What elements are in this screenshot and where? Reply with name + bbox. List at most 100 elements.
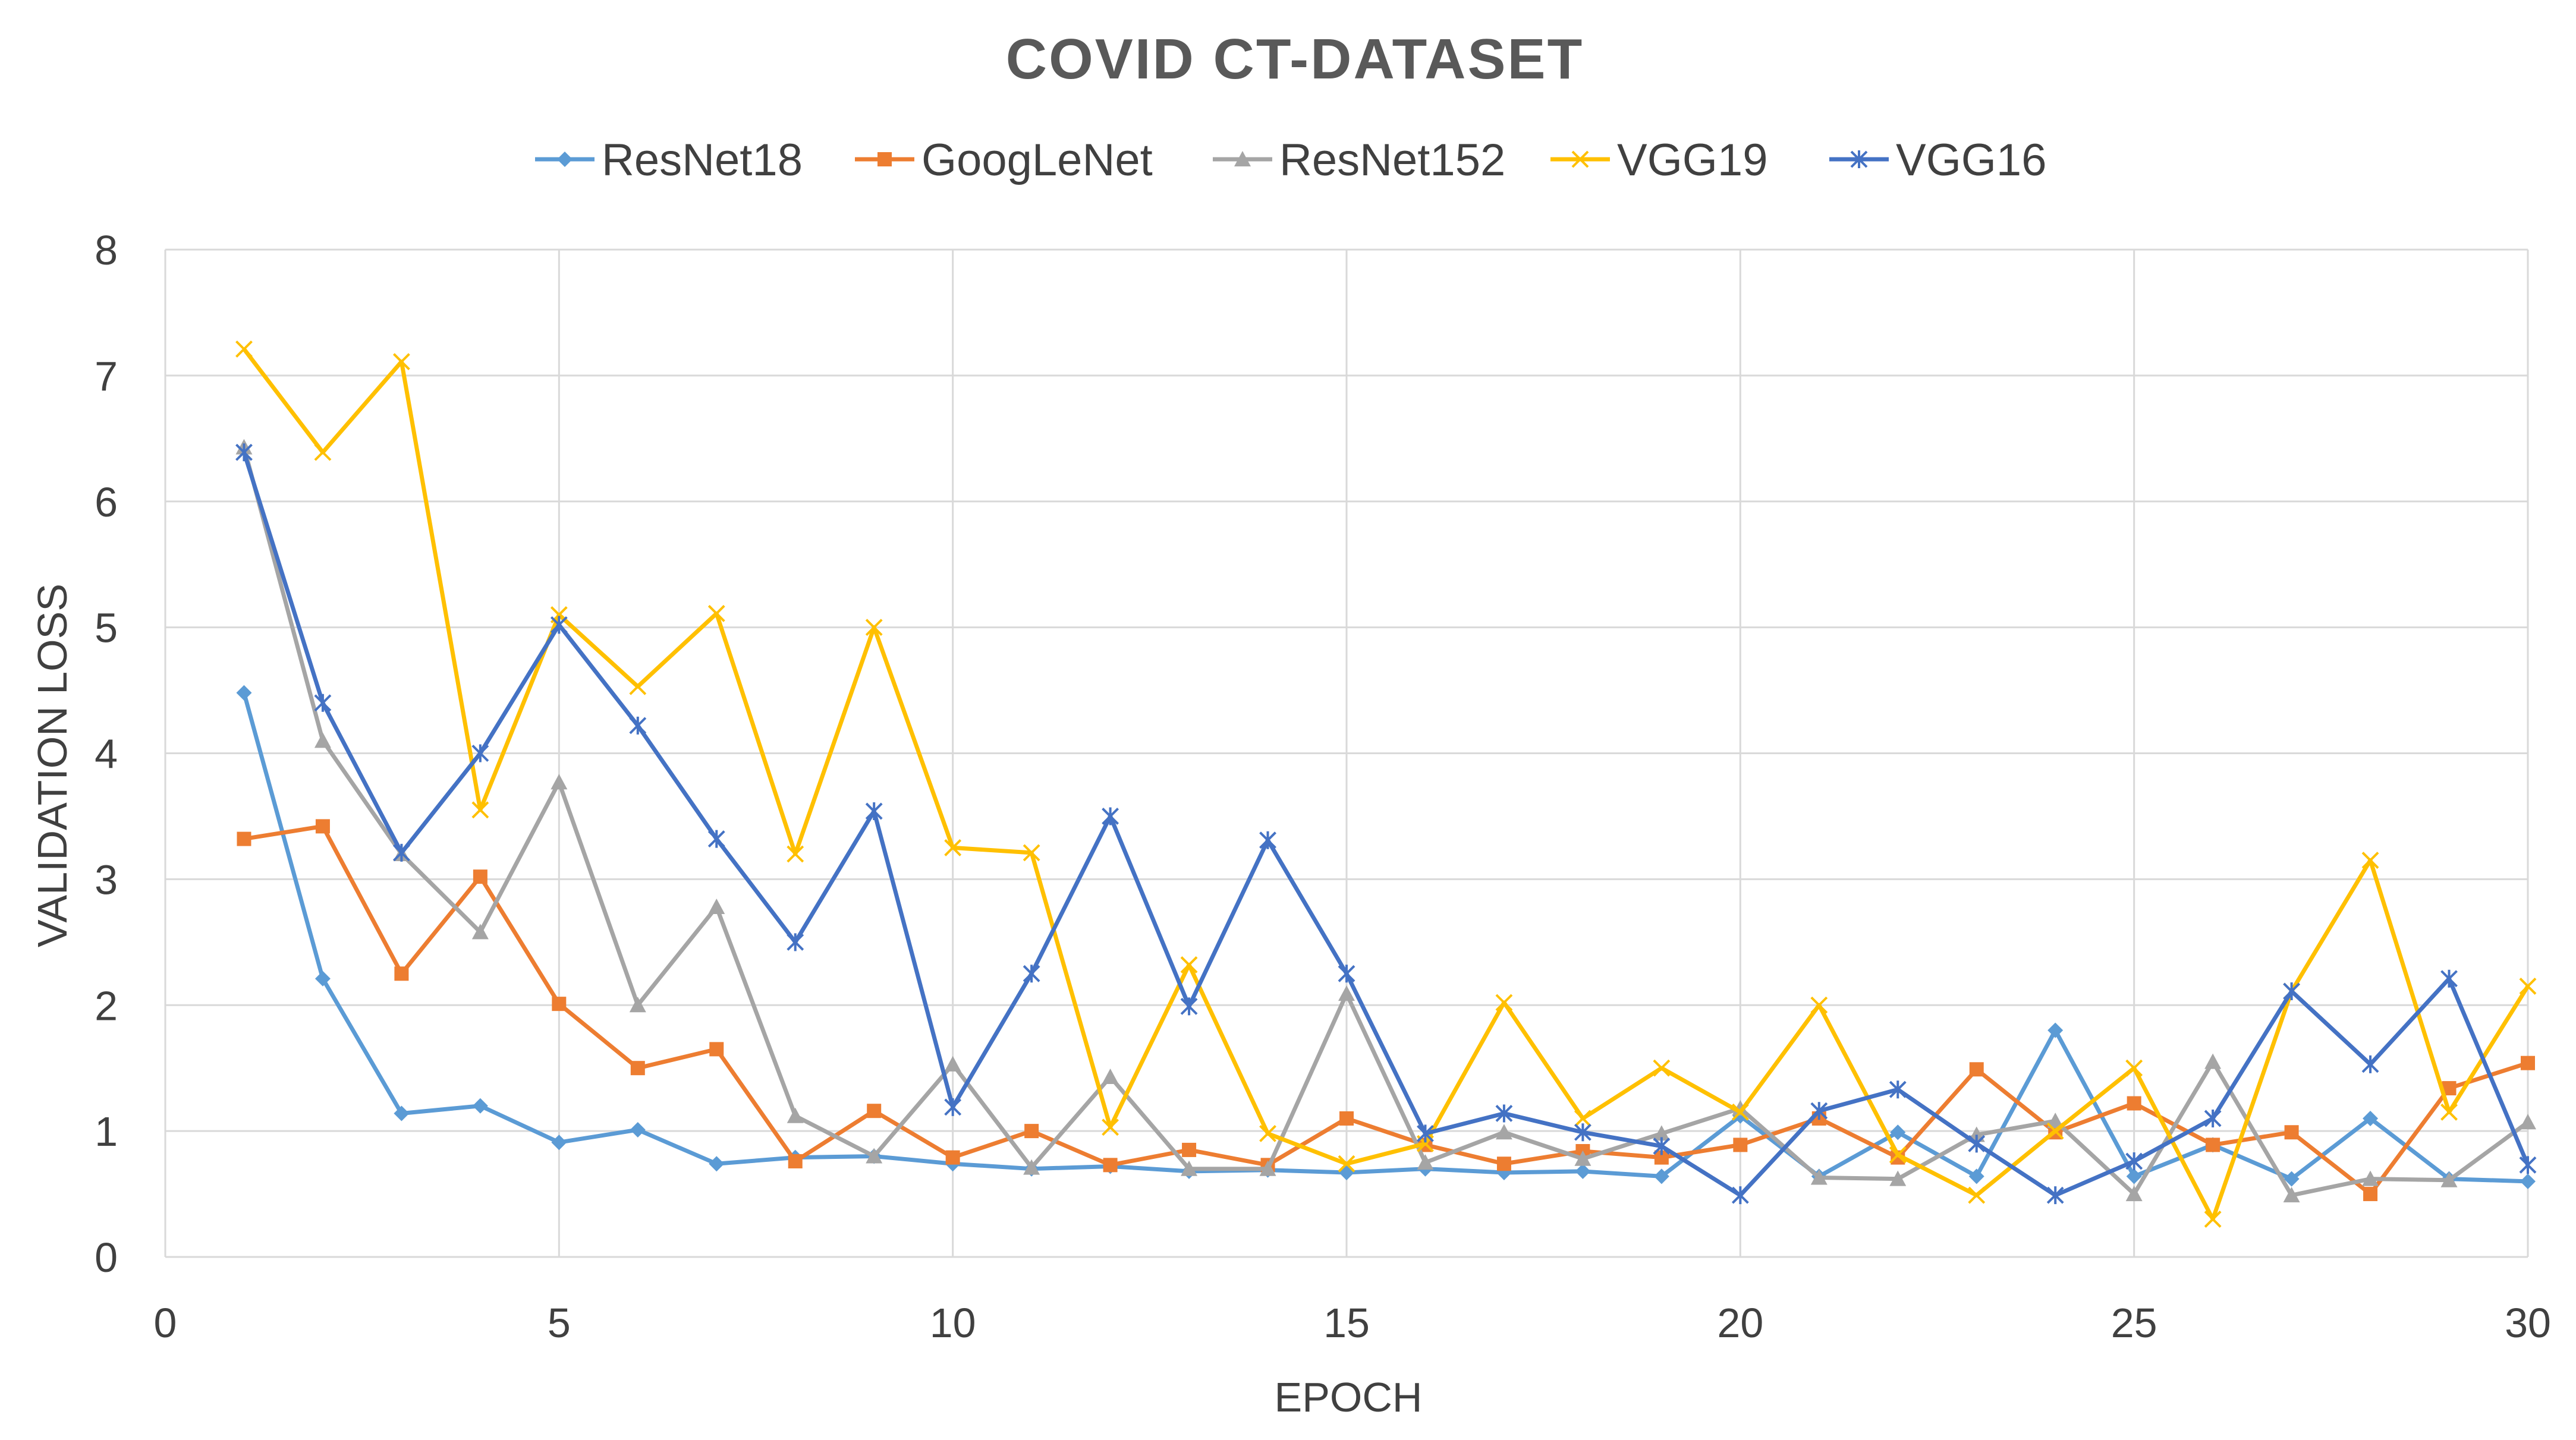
data-point-googlenet xyxy=(394,966,409,981)
x-axis-ticks: 0 5 10 15 20 25 30 xyxy=(154,1300,2551,1346)
legend-marker xyxy=(877,152,892,166)
y-tick-label: 6 xyxy=(95,479,118,525)
data-point-googlenet xyxy=(315,819,330,834)
data-point-vgg19 xyxy=(1574,1110,1591,1127)
data-point-resnet152 xyxy=(1338,985,1355,1001)
data-point-resnet18 xyxy=(1653,1168,1669,1184)
data-point-vgg19 xyxy=(707,604,725,622)
data-point-resnet18 xyxy=(2126,1168,2142,1184)
data-point-resnet18 xyxy=(472,1098,488,1114)
data-point-resnet152 xyxy=(314,732,331,748)
data-point-vgg16 xyxy=(1259,831,1276,849)
y-axis-label: VALIDATION LOSS xyxy=(29,584,76,947)
data-point-resnet152 xyxy=(944,1055,961,1072)
data-point-resnet18 xyxy=(314,970,331,987)
data-point-googlenet xyxy=(709,1042,724,1057)
x-tick-label: 20 xyxy=(1717,1300,1763,1346)
data-point-vgg16 xyxy=(1338,965,1355,983)
legend-item-vgg19: VGG19 xyxy=(1550,135,1767,185)
legend: ResNet18 GoogLeNet ResNet152 VGG19 VGG16 xyxy=(535,135,2046,185)
series-line-resnet152 xyxy=(242,446,2530,1198)
data-point-resnet152 xyxy=(787,1107,804,1123)
data-point-googlenet xyxy=(788,1154,803,1168)
data-point-resnet18 xyxy=(2363,1110,2379,1126)
data-point-vgg16 xyxy=(471,744,489,762)
x-tick-label: 30 xyxy=(2505,1300,2551,1346)
data-point-resnet18 xyxy=(1339,1165,1354,1181)
data-point-resnet152 xyxy=(1259,1160,1276,1176)
x-tick-label: 0 xyxy=(154,1300,177,1346)
data-point-vgg16 xyxy=(550,616,568,634)
x-tick-label: 25 xyxy=(2111,1300,2157,1346)
series-vgg16 xyxy=(235,443,2537,1205)
data-point-vgg19 xyxy=(235,340,253,358)
data-point-vgg19 xyxy=(2361,852,2379,869)
chart-title: COVID CT-DATASET xyxy=(1006,27,1584,91)
data-point-vgg19 xyxy=(1731,1103,1749,1121)
y-tick-label: 0 xyxy=(95,1234,118,1281)
data-point-resnet152 xyxy=(1181,1160,1198,1176)
data-point-resnet18 xyxy=(1968,1168,1984,1184)
data-point-googlenet xyxy=(2127,1096,2141,1111)
data-point-vgg16 xyxy=(2283,982,2301,1000)
data-point-resnet152 xyxy=(2520,1114,2536,1130)
series-resnet18 xyxy=(236,685,2536,1189)
data-point-resnet152 xyxy=(2204,1053,2222,1069)
data-point-vgg16 xyxy=(1574,1123,1591,1142)
data-point-resnet18 xyxy=(2047,1022,2064,1038)
data-point-vgg16 xyxy=(1889,1080,1907,1099)
data-point-resnet152 xyxy=(2125,1186,2143,1202)
legend-label: ResNet18 xyxy=(602,135,803,185)
data-point-googlenet xyxy=(237,831,251,846)
data-point-googlenet xyxy=(630,1061,645,1076)
data-point-vgg16 xyxy=(2204,1109,2222,1127)
data-point-googlenet xyxy=(1103,1158,1118,1173)
data-point-vgg19 xyxy=(1259,1124,1276,1142)
data-point-vgg16 xyxy=(392,843,410,862)
data-point-vgg16 xyxy=(1102,807,1119,825)
data-point-resnet152 xyxy=(551,774,568,790)
data-point-vgg19 xyxy=(2046,1122,2064,1140)
data-point-vgg16 xyxy=(865,802,883,820)
data-point-resnet152 xyxy=(866,1148,883,1164)
data-point-resnet152 xyxy=(1023,1159,1040,1175)
legend-label: VGG19 xyxy=(1617,135,1767,185)
data-point-vgg16 xyxy=(2046,1186,2064,1205)
series-line-vgg19 xyxy=(242,348,2530,1221)
data-point-resnet152 xyxy=(1889,1170,1907,1186)
data-point-googlenet xyxy=(1339,1111,1354,1126)
data-point-vgg16 xyxy=(1417,1124,1434,1143)
legend-marker xyxy=(1571,150,1589,168)
data-point-resnet18 xyxy=(236,685,252,701)
data-point-resnet18 xyxy=(551,1135,567,1151)
data-point-resnet18 xyxy=(1890,1124,1906,1140)
y-tick-label: 8 xyxy=(95,227,118,273)
data-point-resnet18 xyxy=(630,1122,646,1138)
y-axis-ticks: 0 1 2 3 4 5 6 7 8 xyxy=(95,227,118,1281)
data-point-vgg16 xyxy=(2125,1152,2143,1170)
data-point-resnet18 xyxy=(2520,1173,2536,1189)
series-vgg19 xyxy=(235,340,2537,1228)
legend-marker xyxy=(557,152,573,167)
data-point-resnet152 xyxy=(2362,1170,2379,1186)
y-tick-label: 4 xyxy=(95,731,118,777)
data-point-vgg19 xyxy=(2519,978,2537,995)
y-tick-label: 3 xyxy=(95,856,118,903)
data-point-vgg16 xyxy=(1495,1104,1513,1123)
x-axis-label: EPOCH xyxy=(1275,1374,1423,1420)
data-point-vgg19 xyxy=(629,678,647,695)
data-point-vgg19 xyxy=(1810,996,1828,1014)
data-point-googlenet xyxy=(2284,1125,2299,1140)
data-point-vgg19 xyxy=(2440,1103,2458,1121)
data-point-vgg19 xyxy=(2125,1059,2143,1077)
data-point-vgg19 xyxy=(314,443,332,461)
legend-item-vgg16: VGG16 xyxy=(1829,135,2046,185)
series-line-googlenet xyxy=(243,824,2529,1196)
y-tick-label: 5 xyxy=(95,605,118,651)
data-point-resnet18 xyxy=(394,1105,410,1121)
legend-item-googlenet: GoogLeNet xyxy=(855,135,1153,185)
data-point-vgg19 xyxy=(1102,1118,1119,1136)
data-point-vgg19 xyxy=(2204,1211,2222,1228)
series-googlenet xyxy=(237,819,2535,1202)
